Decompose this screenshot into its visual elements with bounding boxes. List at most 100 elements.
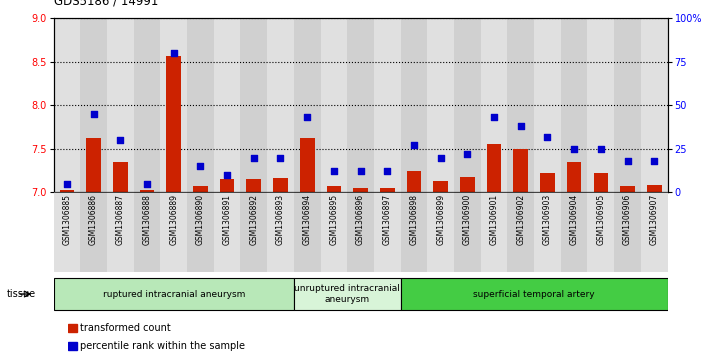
Bar <box>454 18 481 192</box>
Text: GSM1306889: GSM1306889 <box>169 194 178 245</box>
Point <box>408 142 420 148</box>
Point <box>221 172 233 178</box>
Bar <box>641 18 668 192</box>
Bar <box>407 171 421 192</box>
Bar <box>246 179 261 192</box>
Bar <box>560 18 588 192</box>
Point <box>168 50 179 56</box>
Bar <box>86 138 101 192</box>
Bar <box>380 188 395 192</box>
Point <box>248 155 259 160</box>
Bar <box>534 18 560 192</box>
Text: GSM1306893: GSM1306893 <box>276 194 285 245</box>
Bar <box>614 18 641 192</box>
Bar <box>540 173 555 192</box>
Text: transformed count: transformed count <box>80 323 171 333</box>
Text: GSM1306894: GSM1306894 <box>303 194 312 245</box>
Bar <box>241 18 267 192</box>
Bar <box>454 192 481 272</box>
Text: GSM1306896: GSM1306896 <box>356 194 365 245</box>
Bar <box>427 18 454 192</box>
Point <box>622 158 633 164</box>
Bar <box>59 190 74 192</box>
Text: GDS5186 / 14991: GDS5186 / 14991 <box>54 0 158 7</box>
Bar <box>353 188 368 192</box>
Text: GSM1306904: GSM1306904 <box>570 194 578 245</box>
Text: GSM1306900: GSM1306900 <box>463 194 472 245</box>
Point <box>195 163 206 169</box>
Text: GSM1306899: GSM1306899 <box>436 194 445 245</box>
Point <box>301 115 313 121</box>
Text: GSM1306905: GSM1306905 <box>596 194 605 245</box>
Bar <box>513 149 528 192</box>
Bar <box>433 181 448 192</box>
Bar <box>534 192 560 272</box>
Bar <box>213 18 241 192</box>
Bar <box>68 324 77 332</box>
Bar <box>54 18 80 192</box>
Point <box>328 168 340 174</box>
Text: GSM1306887: GSM1306887 <box>116 194 125 245</box>
Bar <box>508 192 534 272</box>
Bar <box>588 18 614 192</box>
Bar <box>401 18 427 192</box>
Bar <box>460 177 475 192</box>
Bar <box>614 192 641 272</box>
Bar <box>567 162 581 192</box>
Bar <box>241 192 267 272</box>
Bar <box>593 173 608 192</box>
Bar <box>140 190 154 192</box>
Point <box>648 158 660 164</box>
Point <box>61 181 73 187</box>
Bar <box>166 56 181 192</box>
Point <box>275 155 286 160</box>
Text: GSM1306901: GSM1306901 <box>490 194 498 245</box>
Bar <box>54 192 80 272</box>
Bar <box>300 138 315 192</box>
Bar <box>80 192 107 272</box>
Bar <box>113 162 128 192</box>
Bar <box>107 18 134 192</box>
Bar <box>294 18 321 192</box>
Bar <box>588 192 614 272</box>
Point <box>488 115 500 121</box>
Bar <box>321 18 347 192</box>
Text: GSM1306885: GSM1306885 <box>62 194 71 245</box>
Text: GSM1306906: GSM1306906 <box>623 194 632 245</box>
Bar <box>347 192 374 272</box>
Bar <box>427 192 454 272</box>
Text: percentile rank within the sample: percentile rank within the sample <box>80 341 246 351</box>
Text: GSM1306898: GSM1306898 <box>409 194 418 245</box>
Bar <box>374 18 401 192</box>
Bar <box>107 192 134 272</box>
Bar <box>80 18 107 192</box>
Point <box>595 146 607 152</box>
Bar <box>347 18 374 192</box>
Text: GSM1306897: GSM1306897 <box>383 194 392 245</box>
Point <box>114 137 126 143</box>
Bar <box>481 192 508 272</box>
Text: GSM1306886: GSM1306886 <box>89 194 98 245</box>
Text: GSM1306907: GSM1306907 <box>650 194 659 245</box>
Bar <box>641 192 668 272</box>
Point <box>435 155 446 160</box>
Bar <box>374 192 401 272</box>
Bar <box>161 18 187 192</box>
Bar <box>487 144 501 192</box>
Text: GSM1306902: GSM1306902 <box>516 194 526 245</box>
Bar <box>560 192 588 272</box>
Bar <box>68 342 77 350</box>
Point <box>515 123 526 129</box>
Point <box>355 168 366 174</box>
Text: GSM1306895: GSM1306895 <box>329 194 338 245</box>
FancyBboxPatch shape <box>401 278 668 310</box>
Bar <box>620 186 635 192</box>
Point <box>141 181 153 187</box>
Text: GSM1306903: GSM1306903 <box>543 194 552 245</box>
Point <box>462 151 473 157</box>
Bar <box>193 186 208 192</box>
Text: ruptured intracranial aneurysm: ruptured intracranial aneurysm <box>103 290 245 298</box>
Bar <box>161 192 187 272</box>
Text: GSM1306891: GSM1306891 <box>223 194 231 245</box>
Text: superficial temporal artery: superficial temporal artery <box>473 290 595 298</box>
